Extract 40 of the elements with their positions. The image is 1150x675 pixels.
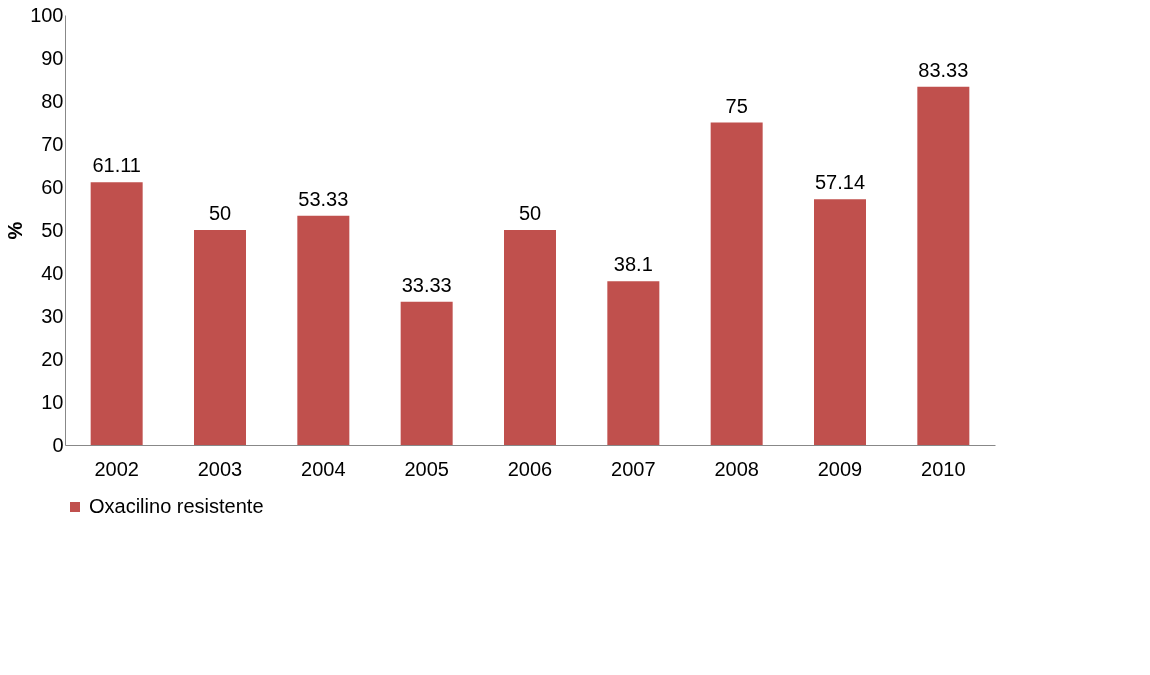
bar (917, 86, 970, 445)
legend-label: Oxacilino resistente (89, 495, 264, 517)
x-tick-label: 2003 (197, 457, 243, 480)
y-tick-label: 70 (41, 132, 64, 155)
y-tick-label: 20 (41, 347, 64, 370)
bar (814, 199, 866, 445)
bar (194, 230, 246, 445)
y-tick-label: 10 (41, 390, 64, 413)
x-tick-label: 2008 (714, 457, 759, 480)
y-tick-label: 80 (41, 89, 64, 112)
bar (607, 281, 660, 445)
y-tick-label: 90 (41, 46, 64, 69)
y-tick-label: 30 (41, 304, 64, 327)
data-label: 50 (208, 202, 232, 224)
bar (710, 122, 763, 445)
y-tick-label: 50 (41, 218, 64, 241)
y-tick-label: 40 (41, 261, 64, 284)
bar (400, 301, 453, 445)
data-label: 61.11 (92, 154, 141, 177)
x-tick-label: 2004 (301, 457, 346, 480)
data-label: 50 (518, 202, 542, 224)
y-axis-title: % (4, 221, 27, 240)
data-label: 83.33 (918, 58, 969, 81)
x-tick-label: 2009 (817, 457, 863, 480)
data-label: 33.33 (401, 273, 452, 296)
data-label: 53.33 (298, 187, 349, 210)
data-label: 57.14 (814, 171, 866, 194)
bar (504, 230, 556, 445)
y-tick-label: 60 (41, 175, 64, 198)
x-tick-label: 2006 (507, 457, 553, 480)
bar (297, 215, 350, 445)
x-tick-label: 2002 (94, 457, 139, 480)
data-label: 75 (725, 94, 748, 117)
y-tick-label: 100 (30, 3, 64, 26)
x-tick-label: 2010 (921, 457, 966, 480)
bar (90, 182, 143, 445)
x-tick-label: 2005 (404, 457, 449, 480)
data-label: 38.1 (613, 253, 653, 276)
x-tick-label: 2007 (611, 457, 656, 480)
y-tick-label: 0 (52, 433, 64, 456)
